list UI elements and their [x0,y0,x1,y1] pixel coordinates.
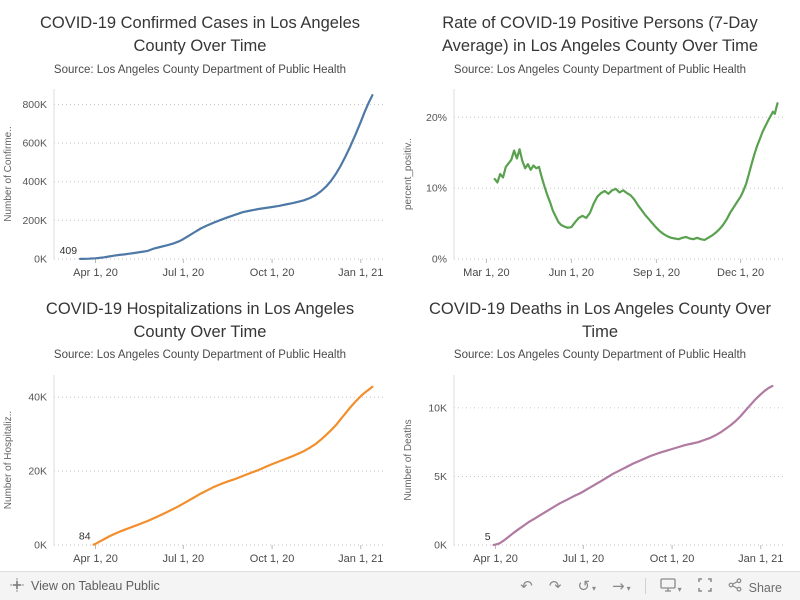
hospitalizations-title: COVID-19 Hospitalizations in Los Angeles… [45,299,355,341]
svg-text:Jul 1, 20: Jul 1, 20 [163,267,205,279]
monitor-download-icon [659,577,676,595]
svg-text:0%: 0% [432,254,447,266]
share-icon [728,577,742,595]
share-label: Share [748,581,782,595]
svg-text:Mar 1, 20: Mar 1, 20 [463,267,509,279]
caret-down-icon: ▾ [677,584,682,594]
svg-text:Number of Confirme..: Number of Confirme.. [3,126,14,222]
deaths-chart[interactable]: 0K 5K 10K Apr 1, 20 Jul 1, 20 Oct 1, 20 Jan 1,… [400,367,800,571]
undo-icon: ↶ [520,576,533,595]
deaths-source: Source: Los Angeles County Department of… [453,349,747,362]
svg-text:Oct 1, 20: Oct 1, 20 [650,553,695,565]
positivity-rate-source: Source: Los Angeles County Department of… [453,63,747,76]
download-button[interactable]: ▾ [652,574,690,599]
toolbar-separator [644,578,646,594]
deaths-chart-area: 0K 5K 10K Apr 1, 20 Jul 1, 20 Oct 1, 20 Jan 1,… [400,367,800,571]
panel-confirmed-cases: COVID-19 Confirmed Cases in Los Angeles … [0,0,400,286]
confirmed-cases-chart[interactable]: 0K 200K 400K 600K 800K Apr 1, 20 Jul 1, 20 Oct … [0,81,400,285]
svg-text:Jan 1, 21: Jan 1, 21 [738,553,783,565]
svg-text:Oct 1, 20: Oct 1, 20 [250,267,295,279]
reset-button[interactable]: ↺ ▾ [569,575,604,598]
hospitalizations-chart-area: 0K 20K 40K Apr 1, 20 Jul 1, 20 Oct 1, 20 Jan 1… [0,367,400,571]
positivity-rate-chart[interactable]: 0% 10% 20% Mar 1, 20 Jun 1, 20 Sep 1, 20 Dec 1… [400,81,800,285]
positivity-rate-title: Rate of COVID-19 Positive Persons (7-Day… [441,14,759,56]
redo-button[interactable]: ↷ [541,575,570,598]
svg-text:5K: 5K [434,471,447,483]
svg-text:Number of Hospitaliz..: Number of Hospitaliz.. [3,410,14,508]
svg-text:Jan 1, 21: Jan 1, 21 [338,267,383,279]
svg-text:10%: 10% [426,183,447,195]
caret-down-icon: ▾ [626,583,631,593]
svg-text:600K: 600K [22,138,47,150]
svg-text:200K: 200K [22,215,47,227]
svg-text:10K: 10K [428,402,447,414]
panel-deaths: COVID-19 Deaths in Los Angeles County Ov… [400,286,800,572]
svg-text:percent_positiv..: percent_positiv.. [403,138,414,210]
svg-text:400K: 400K [22,176,47,188]
svg-text:Jul 1, 20: Jul 1, 20 [563,553,605,565]
reset-icon: ↺ [577,576,591,595]
dashboard-grid: COVID-19 Confirmed Cases in Los Angeles … [0,0,800,572]
svg-text:Apr 1, 20: Apr 1, 20 [73,553,118,565]
fullscreen-icon [697,577,712,595]
redo-icon: ↷ [548,576,562,595]
hospitalizations-source: Source: Los Angeles County Department of… [53,349,347,362]
svg-text:Jul 1, 20: Jul 1, 20 [163,553,205,565]
caret-down-icon: ▾ [592,583,597,593]
svg-text:0K: 0K [34,254,47,266]
share-button[interactable]: Share [720,574,790,599]
svg-text:0K: 0K [34,539,47,551]
undo-button[interactable]: ↶ [512,575,541,598]
deaths-title: COVID-19 Deaths in Los Angeles County Ov… [428,299,772,341]
fullscreen-button[interactable] [690,574,720,599]
tableau-toolbar: View on Tableau Public ↶ ↷ ↺ ▾ → ▾ [0,571,800,600]
svg-text:800K: 800K [22,99,47,111]
svg-text:409: 409 [60,245,78,257]
hospitalizations-chart[interactable]: 0K 20K 40K Apr 1, 20 Jul 1, 20 Oct 1, 20 Jan 1… [0,367,400,571]
svg-text:Apr 1, 20: Apr 1, 20 [473,553,518,565]
svg-text:Sep 1, 20: Sep 1, 20 [633,267,680,279]
toolbar-buttons: ↶ ↷ ↺ ▾ → ▾ ▾ [512,574,790,599]
refresh-button[interactable]: → ▾ [604,575,639,598]
confirmed-cases-source: Source: Los Angeles County Department of… [53,63,347,76]
svg-text:Jan 1, 21: Jan 1, 21 [338,553,383,565]
svg-text:Dec 1, 20: Dec 1, 20 [717,267,764,279]
svg-text:40K: 40K [28,391,47,403]
positivity-rate-chart-area: 0% 10% 20% Mar 1, 20 Jun 1, 20 Sep 1, 20 Dec 1… [400,81,800,285]
confirmed-cases-title: COVID-19 Confirmed Cases in Los Angeles … [39,14,361,56]
panel-positivity-rate: Rate of COVID-19 Positive Persons (7-Day… [400,0,800,286]
svg-text:84: 84 [79,530,91,542]
svg-text:0K: 0K [434,539,447,551]
svg-text:Oct 1, 20: Oct 1, 20 [250,553,295,565]
panel-hospitalizations: COVID-19 Hospitalizations in Los Angeles… [0,286,400,572]
view-on-tableau-link[interactable]: View on Tableau Public [10,577,160,595]
svg-text:Apr 1, 20: Apr 1, 20 [73,267,118,279]
view-on-tableau-label: View on Tableau Public [31,579,160,593]
tableau-logo-icon [10,577,24,595]
confirmed-cases-chart-area: 0K 200K 400K 600K 800K Apr 1, 20 Jul 1, 20 Oct … [0,81,400,285]
svg-text:20K: 20K [28,465,47,477]
forward-arrow-icon: → [612,576,625,595]
svg-text:5: 5 [485,530,491,542]
svg-text:Jun 1, 20: Jun 1, 20 [549,267,594,279]
svg-text:Number of Deaths: Number of Deaths [403,419,414,500]
svg-text:20%: 20% [426,112,447,124]
